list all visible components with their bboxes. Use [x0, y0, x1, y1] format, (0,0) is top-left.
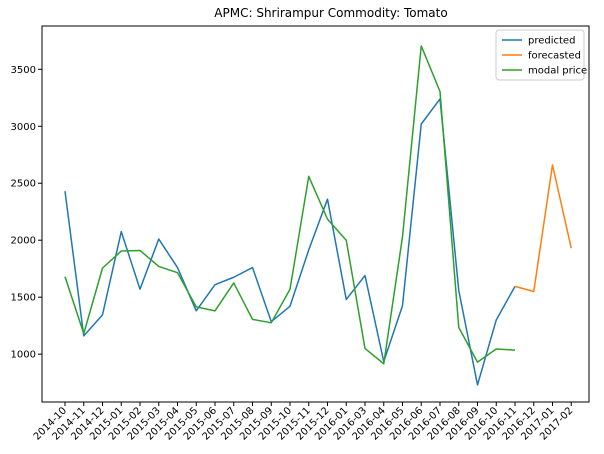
legend-label: predicted	[528, 36, 575, 47]
y-tick-label: 3500	[11, 65, 36, 76]
series-line-1	[514, 164, 572, 293]
plot-frame	[41, 25, 590, 403]
x-axis-ticks: 2014-102014-112014-122015-012015-022015-…	[32, 402, 575, 443]
y-axis-ticks: 1000 1500 2000 2500 3000 3500	[11, 65, 42, 361]
series-line-0	[64, 98, 516, 386]
y-tick-label: 3000	[11, 122, 36, 133]
y-tick-label: 2000	[11, 236, 36, 247]
legend-label: modal price	[528, 66, 587, 77]
y-tick-label: 1000	[11, 350, 36, 361]
legend-box	[495, 29, 585, 81]
series-lines	[64, 45, 572, 386]
y-tick-label: 1500	[11, 293, 36, 304]
legend: predicted forecasted modal price	[495, 29, 587, 81]
y-tick-label: 2500	[11, 179, 36, 190]
legend-label: forecasted	[528, 51, 581, 62]
chart-title: APMC: Shrirampur Commodity: Tomato	[214, 6, 447, 20]
series-line-2	[64, 45, 516, 365]
